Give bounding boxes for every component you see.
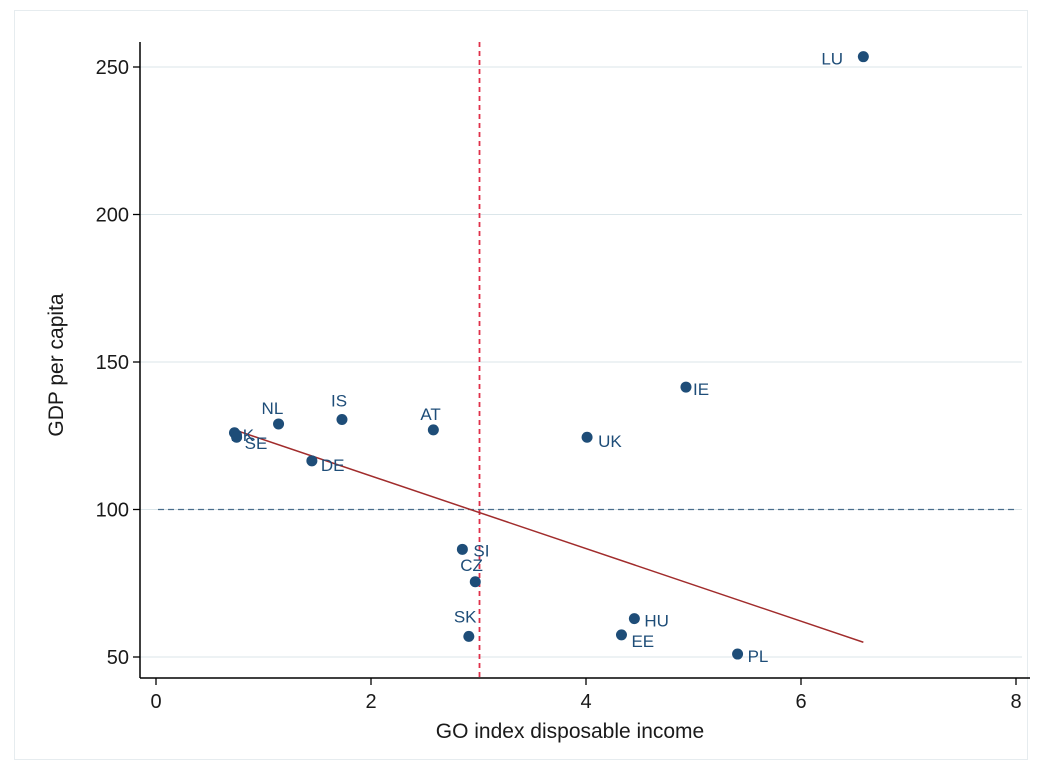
point-label-de: DE — [321, 456, 345, 475]
point-hu — [628, 613, 640, 625]
y-tick-label-250: 250 — [96, 57, 129, 79]
point-si — [456, 543, 468, 555]
point-label-lu: LU — [821, 50, 843, 69]
point-label-at: AT — [420, 405, 440, 424]
point-label-ie: IE — [693, 380, 709, 399]
point-nl — [273, 418, 285, 430]
point-lu — [857, 51, 869, 63]
y-axis-title: GDP per capita — [45, 293, 68, 437]
x-tick-label-6: 6 — [795, 691, 806, 713]
point-pl — [732, 648, 744, 660]
point-label-si: SI — [473, 541, 489, 560]
point-cz — [469, 576, 481, 588]
x-tick-label-8: 8 — [1010, 691, 1021, 713]
point-se — [231, 431, 243, 443]
point-sk — [463, 630, 475, 642]
y-tick-label-50: 50 — [107, 647, 129, 669]
point-label-se: SE — [245, 434, 268, 453]
point-label-is: IS — [331, 392, 347, 411]
point-at — [427, 424, 439, 436]
x-axis-title: GO index disposable income — [436, 720, 704, 743]
point-label-sk: SK — [454, 607, 477, 626]
point-ie — [680, 381, 692, 393]
y-tick-label-150: 150 — [96, 352, 129, 374]
point-de — [306, 455, 318, 467]
point-is — [336, 414, 348, 426]
y-tick-label-200: 200 — [96, 205, 129, 227]
point-label-uk: UK — [598, 432, 622, 451]
point-label-nl: NL — [262, 399, 284, 418]
x-tick-label-0: 0 — [150, 691, 161, 713]
point-label-hu: HU — [644, 612, 669, 631]
point-label-pl: PL — [748, 647, 769, 666]
point-uk — [581, 431, 593, 443]
x-tick-label-2: 2 — [365, 691, 376, 713]
point-ee — [615, 629, 627, 641]
point-label-ee: EE — [631, 632, 654, 651]
y-tick-label-100: 100 — [96, 500, 129, 522]
x-tick-label-4: 4 — [580, 691, 591, 713]
fit-line — [234, 429, 864, 643]
point-label-cz: CZ — [460, 556, 483, 575]
plot-frame — [14, 10, 1028, 760]
